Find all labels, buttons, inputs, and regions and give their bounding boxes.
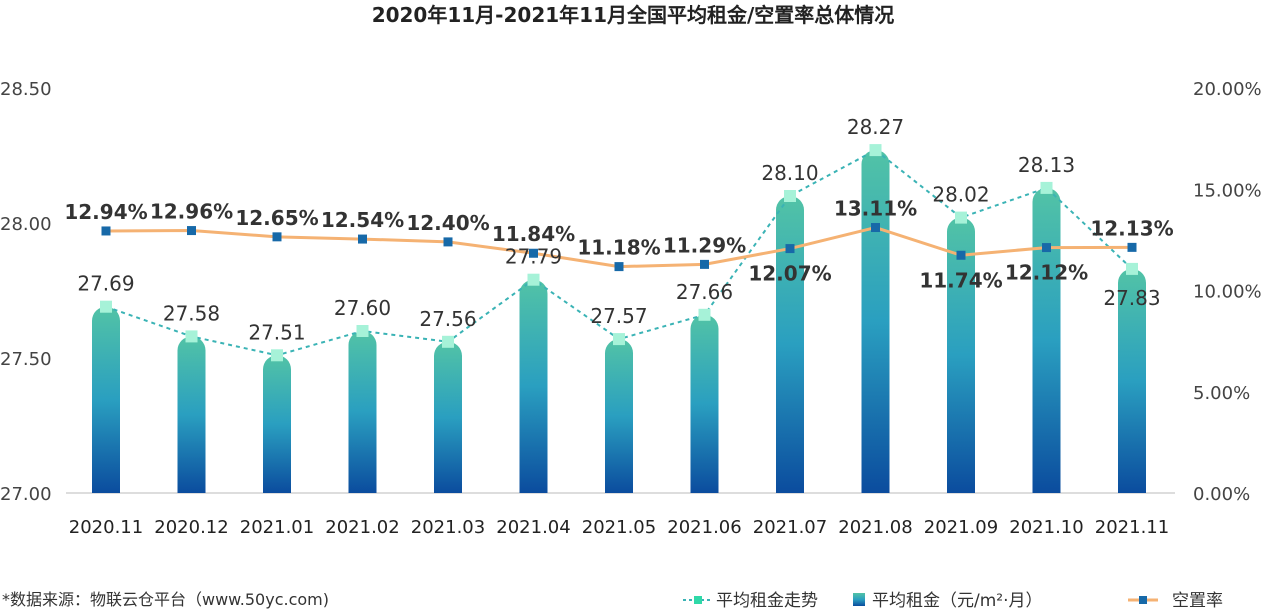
rent-bar	[434, 341, 462, 493]
rent-data-label: 27.56	[419, 307, 476, 331]
rent-trend-marker	[784, 190, 796, 202]
vacancy-data-label: 12.13%	[1090, 216, 1173, 240]
rent-bar	[92, 306, 121, 493]
rent-data-label: 28.10	[761, 161, 818, 185]
rent-bar	[1118, 268, 1146, 493]
x-tick-label: 2021.02	[325, 517, 399, 538]
x-tick-label: 2021.08	[838, 517, 912, 538]
vacancy-marker	[700, 259, 709, 269]
vacancy-data-label: 12.94%	[64, 200, 147, 224]
vacancy-data-label: 11.74%	[919, 268, 1002, 292]
vacancy-marker	[272, 232, 282, 242]
rent-trend-marker	[698, 308, 711, 321]
x-tick-label: 2021.04	[496, 517, 570, 538]
left-tick-label: 27.50	[0, 349, 52, 370]
rent-data-label: 27.60	[334, 296, 391, 320]
vacancy-data-label: 11.18%	[577, 236, 660, 260]
rent-bar	[690, 314, 719, 493]
source-note: *数据来源：物联云仓平台（www.50yc.com)	[2, 590, 329, 609]
x-tick-label: 2020.12	[154, 517, 228, 538]
left-tick-label: 28.00	[0, 214, 52, 235]
right-tick-label: 0.00%	[1193, 484, 1250, 505]
rent-data-label: 27.58	[163, 301, 220, 325]
right-tick-label: 20.00%	[1193, 79, 1262, 100]
vacancy-marker	[1127, 242, 1137, 252]
rent-trend-marker	[271, 349, 283, 362]
vacancy-marker	[358, 234, 367, 244]
x-tick-label: 2020.11	[69, 517, 143, 538]
legend-bar-label: 平均租金（元/m²·月）	[872, 591, 1043, 611]
rent-data-label: 27.66	[676, 280, 733, 304]
x-tick-label: 2021.10	[1009, 517, 1083, 538]
vacancy-data-label: 11.29%	[663, 233, 746, 257]
x-tick-label: 2021.07	[753, 517, 827, 538]
vacancy-data-label: 13.11%	[834, 197, 917, 221]
rent-bar	[177, 336, 206, 493]
vacancy-marker	[187, 226, 196, 236]
left-tick-label: 27.00	[0, 484, 52, 505]
rent-trend-marker	[100, 300, 112, 313]
rent-data-label: 27.83	[1103, 286, 1160, 310]
rent-data-label: 27.57	[590, 304, 647, 328]
x-tick-label: 2021.01	[240, 517, 314, 538]
rent-trend-marker	[442, 335, 454, 348]
x-tick-label: 2021.09	[924, 517, 998, 538]
vacancy-marker	[871, 223, 880, 233]
right-tick-label: 5.00%	[1193, 383, 1250, 404]
vacancy-data-label: 11.84%	[492, 222, 575, 246]
vacancy-data-label: 12.07%	[748, 262, 831, 286]
rent-trend-marker	[869, 144, 882, 157]
right-tick-label: 10.00%	[1193, 282, 1262, 303]
rent-trend-marker	[356, 325, 369, 337]
right-tick-label: 15.00%	[1193, 180, 1262, 201]
rent-bar	[263, 355, 291, 493]
vacancy-marker	[443, 237, 453, 247]
rent-bar	[348, 331, 377, 493]
x-tick-label: 2021.03	[411, 517, 485, 538]
vacancy-marker	[956, 250, 966, 260]
rent-bar	[605, 339, 633, 493]
legend-trend-marker	[694, 596, 702, 604]
rent-data-label: 28.13	[1018, 153, 1075, 177]
x-tick-label: 2021.11	[1095, 517, 1169, 538]
rent-bar	[1032, 187, 1061, 493]
legend-vacancy-label: 空置率	[1172, 591, 1223, 611]
legend-vacancy-marker	[1139, 596, 1147, 604]
rent-trend-marker	[1126, 262, 1138, 275]
rent-bar	[947, 217, 975, 493]
legend: 平均租金走势 平均租金（元/m²·月） 空置率	[683, 591, 1223, 611]
vacancy-marker	[101, 226, 111, 236]
rent-trend-marker	[185, 330, 198, 343]
vacancy-data-label: 12.40%	[406, 211, 489, 235]
legend-bar-swatch	[853, 593, 865, 606]
x-tick-label: 2021.05	[582, 517, 656, 538]
rent-trend-marker	[527, 273, 540, 286]
vacancy-marker	[614, 262, 624, 272]
left-tick-label: 28.50	[0, 79, 52, 100]
rent-bar	[519, 279, 548, 493]
vacancy-data-label: 12.12%	[1005, 261, 1088, 285]
vacancy-marker	[1042, 243, 1051, 253]
legend-trend-label: 平均租金走势	[716, 591, 818, 611]
rent-trend-marker	[613, 333, 625, 346]
vacancy-data-label: 12.65%	[235, 206, 318, 230]
rent-bar	[776, 196, 804, 493]
rent-trend-marker	[1040, 181, 1053, 194]
vacancy-marker	[529, 248, 538, 258]
rent-data-label: 28.27	[847, 115, 904, 139]
vacancy-marker	[785, 244, 795, 254]
vacancy-data-label: 12.96%	[150, 200, 233, 224]
vacancy-data-label: 12.54%	[321, 208, 404, 232]
rent-bar	[861, 150, 890, 493]
rent-data-label: 27.51	[248, 320, 305, 344]
rent-data-label: 27.69	[77, 272, 134, 296]
x-tick-label: 2021.06	[667, 517, 741, 538]
rent-trend-marker	[955, 211, 967, 224]
rent-data-label: 28.02	[932, 183, 989, 207]
chart-title: 2020年11月-2021年11月全国平均租金/空置率总体情况	[372, 3, 895, 27]
